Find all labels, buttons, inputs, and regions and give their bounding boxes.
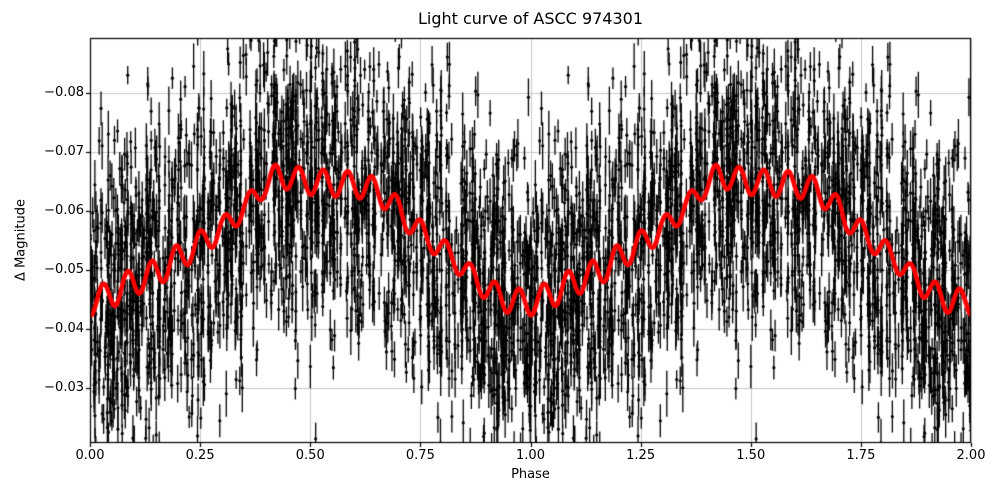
x-tick-label: 0.75 [405,448,435,463]
x-tick-label: 1.00 [516,448,545,463]
x-tick-label: 0.25 [185,448,215,463]
chart-title: Light curve of ASCC 974301 [417,9,644,28]
y-tick-label: −0.04 [44,321,84,337]
y-tick-label: −0.05 [44,262,84,278]
y-tick-label: −0.03 [44,380,84,396]
x-tick-label: 1.50 [736,448,766,463]
x-tick-label: 1.75 [846,448,876,463]
y-axis-label: Δ Magnitude [13,199,29,281]
x-tick-label: 0.00 [75,448,105,463]
y-tick-label: −0.07 [44,143,84,159]
y-tick-label: −0.08 [44,84,84,100]
x-axis-label: Phase [511,467,550,482]
x-tick-label: 2.00 [956,448,986,463]
x-tick-label: 1.25 [626,448,656,463]
y-tick-label: −0.06 [44,202,84,218]
x-tick-label: 0.50 [295,448,325,463]
